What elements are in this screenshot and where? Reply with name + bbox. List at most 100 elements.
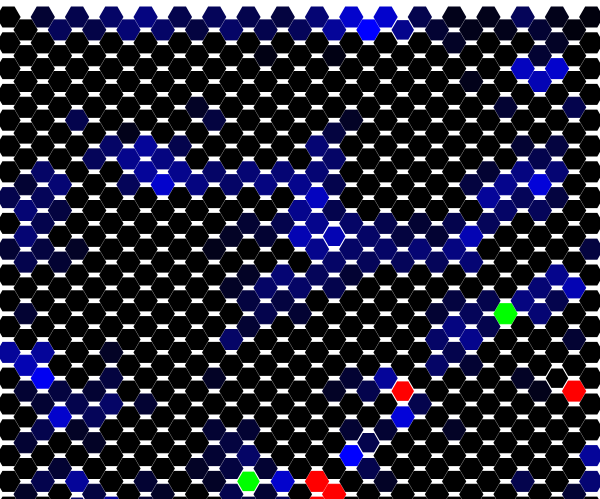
hex-cell[interactable] <box>150 251 175 273</box>
player-unit-cell[interactable] <box>236 470 261 493</box>
hex-cell[interactable] <box>339 419 364 441</box>
hex-cell[interactable] <box>424 122 450 144</box>
hex-cell[interactable] <box>356 122 381 144</box>
hex-cell[interactable] <box>441 367 467 389</box>
hex-cell[interactable] <box>0 238 21 260</box>
hex-cell[interactable] <box>356 354 381 376</box>
hex-cell[interactable] <box>561 457 587 480</box>
hex-cell[interactable] <box>253 380 278 402</box>
hex-cell[interactable] <box>47 148 73 170</box>
hex-cell[interactable] <box>116 432 141 454</box>
hex-cell[interactable] <box>167 32 193 54</box>
hex-cell[interactable] <box>184 148 210 170</box>
hex-cell[interactable] <box>47 174 73 196</box>
hex-cell[interactable] <box>30 445 55 467</box>
hex-cell[interactable] <box>441 341 467 363</box>
hex-cell[interactable] <box>82 406 107 428</box>
hex-cell[interactable] <box>493 70 518 93</box>
hex-cell[interactable] <box>167 135 193 157</box>
hex-cell[interactable] <box>441 290 467 312</box>
hex-cell[interactable] <box>237 496 261 499</box>
hex-cell[interactable] <box>30 135 55 157</box>
hex-cell[interactable] <box>287 406 313 428</box>
hex-cell[interactable] <box>339 341 364 363</box>
hex-cell[interactable] <box>459 225 484 247</box>
hex-cell[interactable] <box>373 419 398 441</box>
hex-cell[interactable] <box>304 161 330 183</box>
hex-cell[interactable] <box>356 303 381 325</box>
hex-cell[interactable] <box>82 457 107 480</box>
hex-cell[interactable] <box>510 161 535 183</box>
hex-cell[interactable] <box>202 419 227 441</box>
hex-cell[interactable] <box>253 457 278 480</box>
hex-cell[interactable] <box>476 161 501 183</box>
hex-cell[interactable] <box>339 135 364 157</box>
hex-cell[interactable] <box>339 212 364 234</box>
hex-cell[interactable] <box>527 19 552 41</box>
hex-cell[interactable] <box>133 6 158 28</box>
hex-cell[interactable] <box>527 406 552 428</box>
hex-cell[interactable] <box>64 316 90 338</box>
hex-cell[interactable] <box>236 6 261 28</box>
hex-cell[interactable] <box>373 6 398 28</box>
hex-cell[interactable] <box>407 470 433 492</box>
hex-cell[interactable] <box>219 70 244 93</box>
hex-cell[interactable] <box>133 212 158 234</box>
hex-cell[interactable] <box>459 457 484 480</box>
hex-cell[interactable] <box>47 483 73 499</box>
hex-cell[interactable] <box>510 367 535 389</box>
hex-cell[interactable] <box>0 290 21 312</box>
hex-cell[interactable] <box>287 483 313 499</box>
hex-cell[interactable] <box>390 45 415 67</box>
hex-cell[interactable] <box>356 328 381 351</box>
hex-cell[interactable] <box>99 290 124 312</box>
hex-cell[interactable] <box>356 148 381 170</box>
hex-cell[interactable] <box>373 445 398 467</box>
hex-cell[interactable] <box>579 187 600 209</box>
hex-cell[interactable] <box>493 380 518 402</box>
hex-cell[interactable] <box>0 109 21 131</box>
hex-cell[interactable] <box>270 316 295 338</box>
hex-cell[interactable] <box>0 83 21 105</box>
hex-cell[interactable] <box>64 6 90 28</box>
hex-cell[interactable] <box>253 406 278 428</box>
hex-cell[interactable] <box>339 393 364 415</box>
hex-cell[interactable] <box>0 367 21 389</box>
hex-cell[interactable] <box>167 445 193 467</box>
hex-cell[interactable] <box>408 496 432 499</box>
hex-cell[interactable] <box>30 367 55 389</box>
hex-cell[interactable] <box>459 328 484 351</box>
hex-cell[interactable] <box>253 483 278 499</box>
hex-cell[interactable] <box>424 174 450 196</box>
hex-cell[interactable] <box>339 445 364 467</box>
hex-cell[interactable] <box>202 470 227 492</box>
hex-cell[interactable] <box>510 135 535 157</box>
hex-cell[interactable] <box>0 496 20 499</box>
hex-cell[interactable] <box>64 83 90 105</box>
hex-cell[interactable] <box>510 264 535 286</box>
hex-cell[interactable] <box>253 19 278 41</box>
hex-cell[interactable] <box>219 19 244 41</box>
hex-cell[interactable] <box>219 354 244 376</box>
hex-cell[interactable] <box>270 238 295 260</box>
hex-cell[interactable] <box>253 354 278 376</box>
hex-cell[interactable] <box>459 354 484 376</box>
hex-cell[interactable] <box>373 341 398 363</box>
hex-cell[interactable] <box>527 251 552 273</box>
enemy-unit-cell[interactable] <box>322 483 347 499</box>
hex-cell[interactable] <box>441 187 467 209</box>
hex-cell[interactable] <box>476 32 501 54</box>
hex-cell[interactable] <box>527 457 552 480</box>
hex-cell[interactable] <box>322 148 347 170</box>
hex-cell[interactable] <box>287 380 313 402</box>
hex-cell[interactable] <box>356 251 381 273</box>
hex-cell[interactable] <box>544 341 570 363</box>
hex-cell[interactable] <box>64 393 90 415</box>
hex-cell[interactable] <box>441 161 467 183</box>
hex-cell[interactable] <box>167 161 193 183</box>
hex-cell[interactable] <box>390 96 415 118</box>
hex-cell[interactable] <box>184 354 210 376</box>
hex-cell[interactable] <box>579 83 600 105</box>
hex-cell[interactable] <box>184 96 210 118</box>
hex-cell[interactable] <box>13 277 38 299</box>
